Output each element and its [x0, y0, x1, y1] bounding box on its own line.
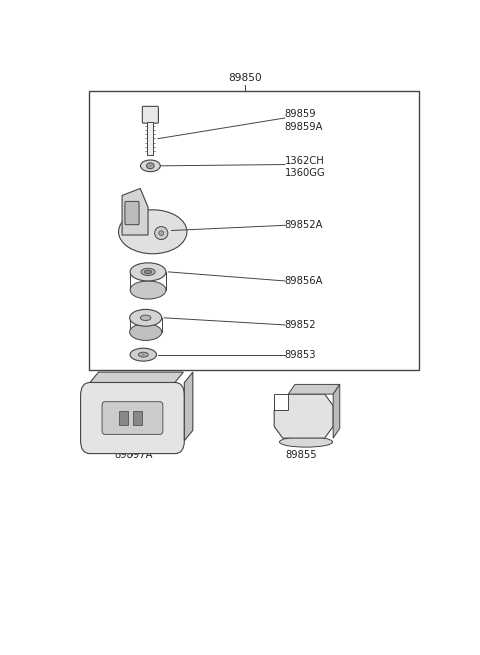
Text: 89852A: 89852A	[285, 220, 324, 231]
Ellipse shape	[155, 227, 168, 240]
FancyBboxPatch shape	[133, 411, 142, 425]
Polygon shape	[90, 372, 183, 383]
Text: 1362CH
1360GG: 1362CH 1360GG	[285, 156, 325, 178]
Polygon shape	[184, 372, 193, 441]
FancyBboxPatch shape	[119, 411, 128, 425]
Text: 89853: 89853	[285, 350, 316, 360]
Ellipse shape	[141, 269, 155, 276]
FancyBboxPatch shape	[81, 383, 184, 454]
Ellipse shape	[144, 270, 152, 274]
Polygon shape	[274, 394, 333, 438]
Ellipse shape	[159, 231, 164, 235]
Ellipse shape	[130, 324, 162, 341]
FancyBboxPatch shape	[125, 201, 139, 225]
Ellipse shape	[142, 354, 145, 356]
Text: 89850: 89850	[228, 73, 262, 83]
Text: 89897A: 89897A	[115, 451, 153, 460]
Ellipse shape	[119, 210, 187, 253]
Ellipse shape	[130, 309, 162, 326]
FancyBboxPatch shape	[147, 122, 154, 155]
Ellipse shape	[279, 437, 333, 447]
Ellipse shape	[146, 163, 154, 169]
Ellipse shape	[138, 352, 148, 357]
Ellipse shape	[130, 263, 166, 281]
FancyBboxPatch shape	[102, 402, 163, 434]
Ellipse shape	[149, 165, 152, 167]
Text: 89852: 89852	[285, 320, 316, 330]
Polygon shape	[274, 394, 288, 410]
Ellipse shape	[130, 348, 156, 361]
Polygon shape	[333, 384, 340, 438]
FancyBboxPatch shape	[143, 106, 158, 123]
Ellipse shape	[141, 315, 151, 320]
Text: 89855: 89855	[286, 451, 317, 460]
Ellipse shape	[141, 160, 160, 172]
Ellipse shape	[130, 281, 166, 299]
Polygon shape	[122, 189, 148, 235]
Polygon shape	[288, 384, 340, 394]
Text: 89859
89859A: 89859 89859A	[285, 109, 324, 132]
Text: 89856A: 89856A	[285, 276, 324, 286]
